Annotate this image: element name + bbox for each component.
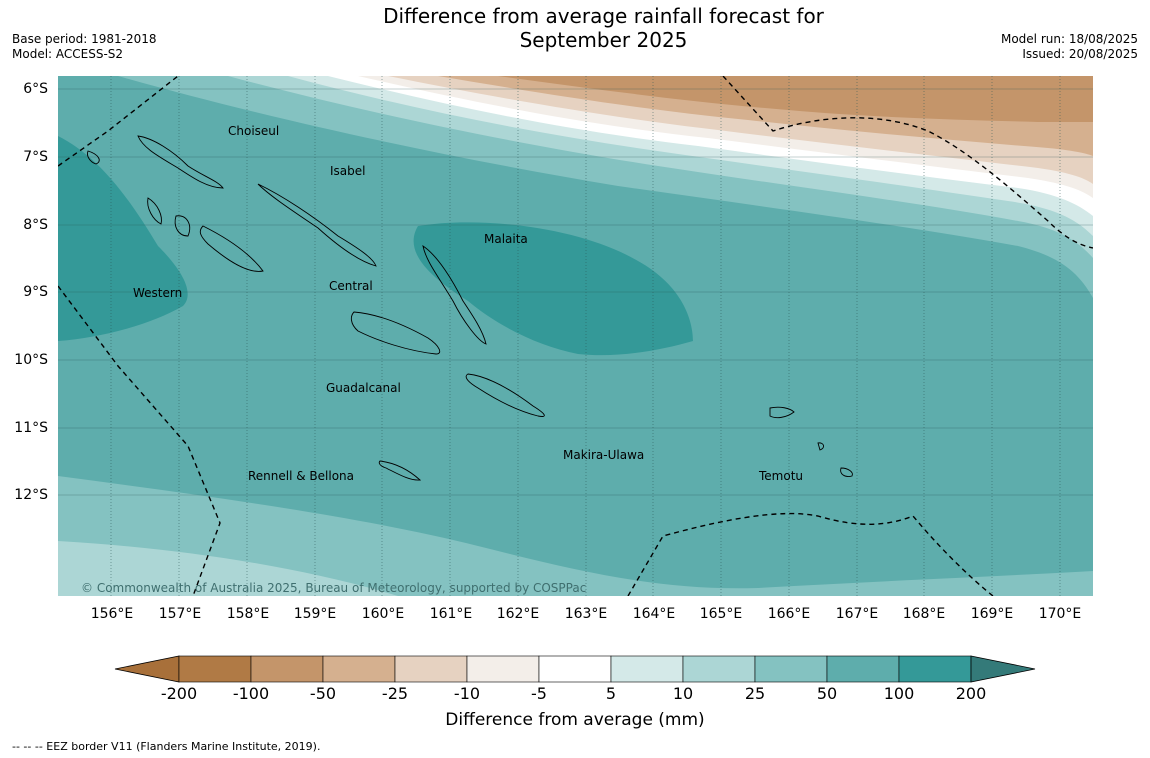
island-bougainville-tip xyxy=(87,150,100,165)
colorbar-segment xyxy=(682,655,756,683)
lon-label-169e: 169°E xyxy=(970,606,1014,622)
contour-dry-strong xyxy=(498,76,1093,122)
lon-label-156e: 156°E xyxy=(90,606,134,622)
lat-label-12s: 12°S xyxy=(14,487,48,503)
label-central: Central xyxy=(329,279,373,293)
colorbar-extend-low xyxy=(114,655,180,683)
colorbar xyxy=(114,655,1036,683)
colorbar-segment xyxy=(538,655,612,683)
lon-label-162e: 162°E xyxy=(496,606,540,622)
island-western-1 xyxy=(147,197,162,225)
map-title: Difference from average rainfall forecas… xyxy=(0,4,1150,52)
colorbar-segment xyxy=(178,655,252,683)
cb-tick-minus200: -200 xyxy=(160,684,198,703)
island-outlines xyxy=(87,135,853,481)
island-temotu-2 xyxy=(840,467,853,477)
contour-wet-strong-east xyxy=(413,222,693,356)
forecast-map: Choiseul Isabel Malaita Western Central … xyxy=(58,76,1093,596)
lat-label-6s: 6°S xyxy=(23,81,48,97)
cb-tick-50: 50 xyxy=(816,684,838,703)
island-central-ngella xyxy=(350,311,441,355)
contour-wet-light-south xyxy=(58,476,1093,596)
island-western-2 xyxy=(174,215,191,237)
label-malaita: Malaita xyxy=(484,232,528,246)
cb-tick-minus100: -100 xyxy=(232,684,270,703)
colorbar-segment xyxy=(610,655,684,683)
meta-left: Base period: 1981-2018 Model: ACCESS-S2 xyxy=(12,32,157,62)
colorbar-segment xyxy=(322,655,396,683)
eez-border xyxy=(58,76,1093,596)
lon-label-164e: 164°E xyxy=(632,606,676,622)
lat-label-10s: 10°S xyxy=(14,352,48,368)
label-western: Western xyxy=(133,286,182,300)
colorbar-extend-high xyxy=(970,655,1036,683)
lon-label-161e: 161°E xyxy=(429,606,473,622)
contour-wet-lighter-south xyxy=(58,541,398,596)
cb-tick-minus10: -10 xyxy=(453,684,481,703)
colorbar-segment xyxy=(466,655,540,683)
lon-label-163e: 163°E xyxy=(564,606,608,622)
lon-label-170e: 170°E xyxy=(1038,606,1082,622)
colorbar-title: Difference from average (mm) xyxy=(445,710,705,730)
colorbar-segment xyxy=(250,655,324,683)
label-isabel: Isabel xyxy=(330,164,365,178)
island-rennell xyxy=(378,460,422,481)
title-line-1: Difference from average rainfall forecas… xyxy=(383,4,824,28)
lat-gridlines xyxy=(58,88,1093,496)
colorbar-segment xyxy=(898,655,972,683)
island-choiseul xyxy=(137,135,224,189)
island-temotu-3 xyxy=(817,442,825,451)
cb-tick-minus25: -25 xyxy=(381,684,409,703)
colorbar-segment xyxy=(826,655,900,683)
lat-label-11s: 11°S xyxy=(14,420,48,436)
cb-tick-200: 200 xyxy=(955,684,987,703)
label-makira-ulawa: Makira-Ulawa xyxy=(563,448,644,462)
lon-label-166e: 166°E xyxy=(767,606,811,622)
lon-label-160e: 160°E xyxy=(361,606,405,622)
label-guadalcanal: Guadalcanal xyxy=(326,381,401,395)
cb-tick-5: 5 xyxy=(605,684,617,703)
base-period: Base period: 1981-2018 xyxy=(12,32,157,46)
lon-label-157e: 157°E xyxy=(158,606,202,622)
colorbar-segment xyxy=(394,655,468,683)
colorbar-segment xyxy=(754,655,828,683)
model-name: Model: ACCESS-S2 xyxy=(12,47,124,61)
contour-wet-strong-west xyxy=(58,136,188,341)
island-malaita xyxy=(422,245,487,345)
lon-label-165e: 165°E xyxy=(699,606,743,622)
island-western-3 xyxy=(199,225,264,272)
model-run: Model run: 18/08/2025 xyxy=(1000,32,1138,46)
lat-label-7s: 7°S xyxy=(23,149,48,165)
island-guadalcanal xyxy=(465,373,545,417)
label-choiseul: Choiseul xyxy=(228,124,279,138)
lon-label-168e: 168°E xyxy=(902,606,946,622)
meta-right: Model run: 18/08/2025 Issued: 20/08/2025 xyxy=(1001,32,1138,62)
lon-label-158e: 158°E xyxy=(226,606,270,622)
island-temotu-1 xyxy=(769,406,795,419)
footer-eez-note: -- -- -- EEZ border V11 (Flanders Marine… xyxy=(12,740,321,753)
province-labels: Choiseul Isabel Malaita Western Central … xyxy=(133,124,803,483)
lat-label-9s: 9°S xyxy=(23,284,48,300)
label-temotu: Temotu xyxy=(758,469,803,483)
cb-tick-minus5: -5 xyxy=(531,684,547,703)
copyright-text: © Commonwealth of Australia 2025, Bureau… xyxy=(81,581,586,595)
cb-tick-minus50: -50 xyxy=(309,684,337,703)
lat-label-8s: 8°S xyxy=(23,217,48,233)
cb-tick-10: 10 xyxy=(672,684,694,703)
issued-date: Issued: 20/08/2025 xyxy=(1022,47,1138,61)
cb-tick-25: 25 xyxy=(744,684,766,703)
title-line-2: September 2025 xyxy=(519,28,688,52)
island-isabel xyxy=(257,183,377,267)
label-rennell-bellona: Rennell & Bellona xyxy=(248,469,354,483)
lon-label-167e: 167°E xyxy=(835,606,879,622)
cb-tick-100: 100 xyxy=(883,684,915,703)
lon-label-159e: 159°E xyxy=(293,606,337,622)
